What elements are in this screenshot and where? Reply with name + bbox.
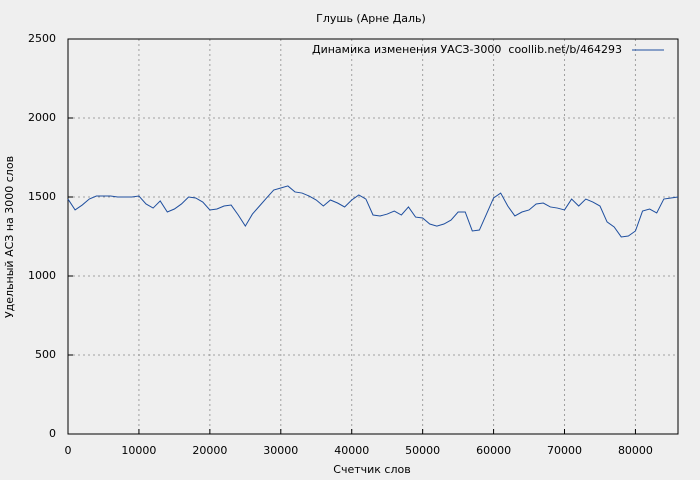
x-tick-label: 10000 <box>121 444 156 457</box>
y-tick-label: 1000 <box>28 269 56 282</box>
x-tick-label: 50000 <box>405 444 440 457</box>
x-tick-label: 30000 <box>263 444 298 457</box>
y-tick-label: 0 <box>49 427 56 440</box>
x-tick-label: 40000 <box>334 444 369 457</box>
x-tick-label: 20000 <box>192 444 227 457</box>
y-tick-label: 2000 <box>28 111 56 124</box>
y-tick-label: 1500 <box>28 190 56 203</box>
x-tick-label: 0 <box>65 444 72 457</box>
chart-title: Глушь (Арне Даль) <box>316 12 426 25</box>
x-tick-label: 70000 <box>547 444 582 457</box>
y-tick-label: 500 <box>35 348 56 361</box>
plot-frame <box>67 38 679 435</box>
x-tick-label: 80000 <box>618 444 653 457</box>
x-tick-label: 60000 <box>476 444 511 457</box>
x-axis-label: Счетчик слов <box>333 463 410 476</box>
y-axis-label: Удельный АСЗ на 3000 слов <box>3 156 16 318</box>
legend-label: Динамика изменения УАСЗ-3000 coollib.net… <box>312 43 622 56</box>
y-tick-label: 2500 <box>28 32 56 45</box>
data-line <box>67 185 679 238</box>
